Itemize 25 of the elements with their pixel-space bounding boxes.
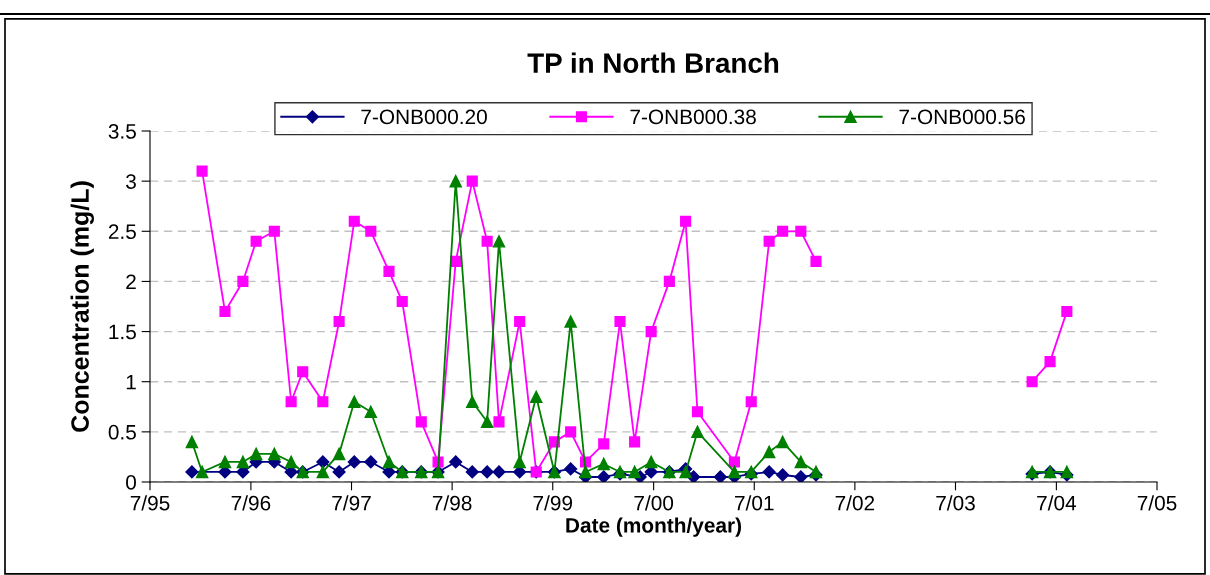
y-tick-label: 2.5 bbox=[108, 224, 136, 240]
y-tick-label: 0 bbox=[126, 475, 136, 490]
y-tick-label: 1.5 bbox=[109, 324, 136, 340]
y-tick-label: 1 bbox=[126, 374, 136, 390]
x-tick-label: 7/02 bbox=[835, 495, 875, 511]
x-tick-label: 7/00 bbox=[634, 495, 674, 511]
x-tick-label: 7/95 bbox=[130, 495, 170, 511]
x-tick-label: 7/05 bbox=[1137, 495, 1177, 511]
x-axis-title: Date (month/year) bbox=[566, 517, 742, 537]
x-tick-label: 7/97 bbox=[332, 495, 371, 511]
y-axis-title: Concentration (mg/L) bbox=[70, 181, 94, 432]
legend-label: 7-ONB000.56 bbox=[899, 109, 1025, 125]
x-tick-label: 7/99 bbox=[533, 495, 573, 511]
legend-label: 7-ONB000.20 bbox=[361, 109, 487, 125]
x-tick-label: 7/01 bbox=[735, 495, 774, 511]
chart-title: TP in North Branch bbox=[527, 52, 779, 73]
x-tick-label: 7/96 bbox=[231, 495, 271, 511]
legend-label: 7-ONB000.38 bbox=[630, 109, 756, 125]
x-tick-label: 7/03 bbox=[936, 495, 975, 511]
y-tick-label: 3 bbox=[126, 174, 136, 189]
x-tick-label: 7/04 bbox=[1037, 495, 1077, 511]
x-tick-label: 7/98 bbox=[432, 495, 472, 511]
y-tick-label: 2 bbox=[126, 274, 136, 289]
y-tick-label: 0.5 bbox=[108, 424, 136, 440]
y-tick-label: 3.5 bbox=[108, 124, 136, 139]
